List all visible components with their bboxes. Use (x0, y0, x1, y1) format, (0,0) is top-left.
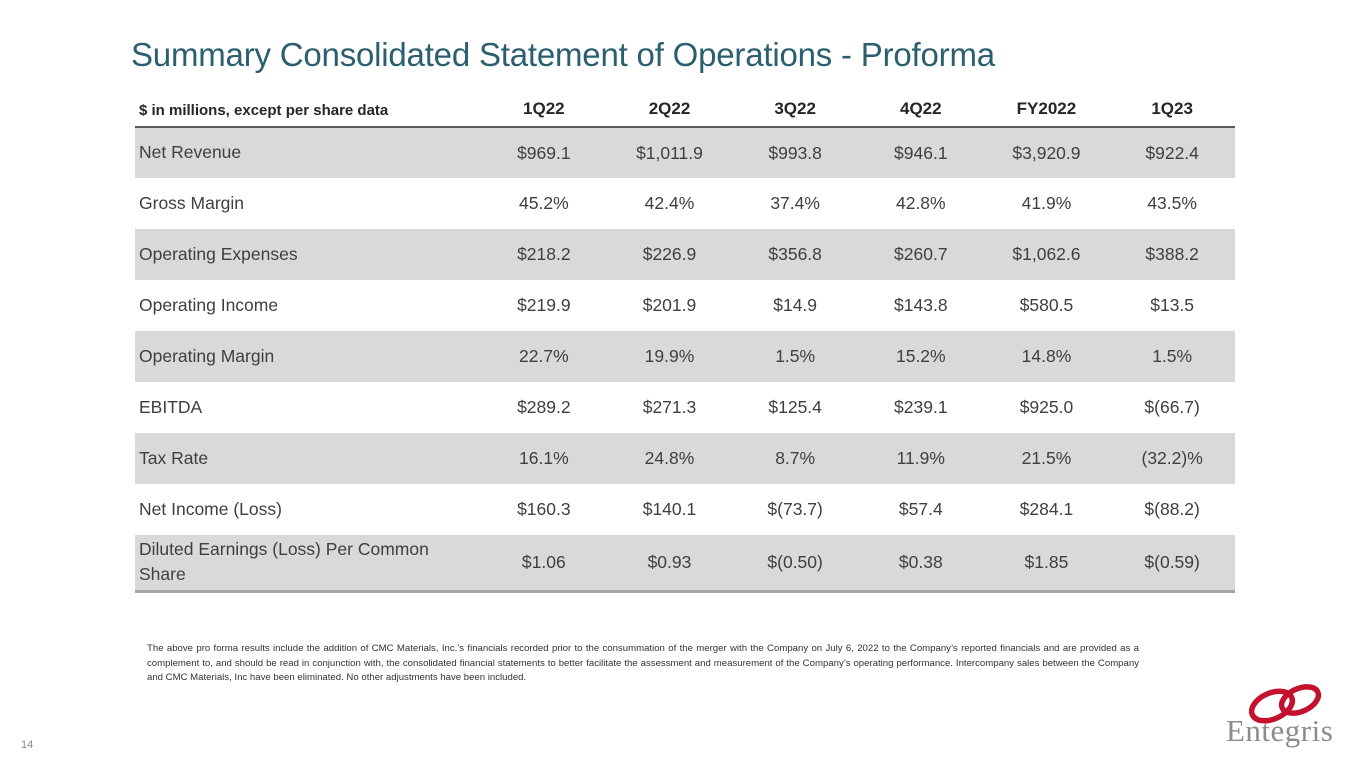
table-column-header: 1Q23 (1109, 99, 1235, 128)
table-units-label: $ in millions, except per share data (135, 99, 481, 128)
row-value: 19.9% (644, 346, 695, 366)
row-value: $388.2 (1145, 244, 1199, 264)
row-label: Tax Rate (139, 447, 209, 468)
row-label: Gross Margin (139, 192, 245, 213)
row-value: $160.3 (517, 499, 571, 519)
row-value: 16.1% (519, 448, 569, 468)
page-title: Summary Consolidated Statement of Operat… (131, 36, 995, 73)
row-value: $946.1 (894, 142, 948, 163)
row-value: $(73.7) (767, 499, 823, 519)
row-value: 1.5% (1152, 346, 1193, 366)
table-column-header: 4Q22 (857, 99, 984, 128)
row-value: 1.5% (775, 346, 816, 366)
row-value: $0.38 (898, 551, 943, 572)
proforma-footnote: The above pro forma results include the … (147, 643, 1139, 684)
row-value: $1,062.6 (1012, 244, 1081, 264)
row-value: $140.1 (642, 499, 697, 519)
table-column-header: 3Q22 (732, 99, 858, 128)
row-value: $289.2 (517, 397, 571, 417)
row-value: 43.5% (1147, 193, 1197, 213)
table-row: Tax Rate 16.1% 24.8% 8.7% 11.9% 21.5% (32.2)% (135, 433, 1235, 484)
row-value: $580.5 (1019, 295, 1074, 315)
row-value: $0.93 (647, 551, 692, 572)
row-value: $239.1 (894, 397, 948, 417)
row-value: $14.9 (773, 295, 818, 315)
table-row: EBITDA $289.2 $271.3 $125.4 $239.1 $925.0 $(66… (135, 382, 1235, 433)
row-value: 42.4% (644, 193, 695, 213)
row-value: 22.7% (519, 346, 569, 366)
row-value: $922.4 (1145, 142, 1199, 163)
row-label: Diluted Earnings (Loss) Per Common Share (139, 538, 429, 585)
table-row: Operating Expenses $218.2 $226.9 $356.8 $260… (135, 229, 1235, 280)
row-label: Operating Income (139, 294, 279, 315)
table-header-row: $ in millions, except per share data 1Q2… (135, 99, 1235, 128)
row-value: $969.1 (517, 142, 571, 163)
row-value: $3,920.9 (1012, 142, 1081, 163)
row-label: EBITDA (139, 396, 203, 417)
row-value: $356.8 (768, 244, 822, 264)
table-row: Diluted Earnings (Loss) Per Common Share… (135, 535, 1235, 591)
row-value: $993.8 (768, 142, 822, 163)
table-row: Operating Margin 22.7% 19.9% 1.5% 15.2% 14.8%… (135, 331, 1235, 382)
row-value: 21.5% (1021, 448, 1072, 468)
row-value: $13.5 (1150, 295, 1195, 315)
row-value: $260.7 (894, 244, 948, 264)
financial-table: $ in millions, except per share data 1Q2… (135, 99, 1235, 593)
row-value: $201.9 (642, 295, 697, 315)
row-value: 37.4% (770, 193, 820, 213)
row-value: 8.7% (775, 448, 816, 468)
row-value: $925.0 (1019, 397, 1074, 417)
row-value: $1,011.9 (636, 142, 703, 163)
row-value: $(66.7) (1144, 397, 1200, 417)
row-value: (32.2)% (1141, 448, 1203, 468)
row-value: $1.06 (521, 551, 566, 572)
entegris-rings-icon (1248, 684, 1322, 724)
row-value: 42.8% (895, 193, 946, 213)
row-value: $(0.50) (767, 551, 823, 572)
row-value: $219.9 (517, 295, 571, 315)
row-value: 41.9% (1021, 193, 1072, 213)
table-column-header: 2Q22 (606, 99, 733, 128)
row-value: 15.2% (895, 346, 946, 366)
page-number: 14 (21, 739, 34, 751)
table-column-header: FY2022 (983, 99, 1110, 128)
table-body: Net Revenue $969.1 $1,011.9 $993.8 $946.1 $3,… (135, 127, 1235, 591)
table-row: Operating Income $219.9 $201.9 $14.9 $143.8 $… (135, 280, 1235, 331)
row-label: Operating Margin (139, 345, 275, 366)
row-value: $143.8 (894, 295, 948, 315)
table-row: Net Income (Loss) $160.3 $140.1 $(73.7) $57.… (135, 484, 1235, 535)
row-label: Net Income (Loss) (139, 498, 282, 519)
entegris-logo: Entegris (1226, 683, 1348, 749)
table-header: $ in millions, except per share data 1Q2… (135, 99, 1235, 128)
row-label: Net Revenue (139, 142, 242, 163)
row-value: $(0.59) (1144, 551, 1200, 572)
table-row: Gross Margin 45.2% 42.4% 37.4% 42.8% 41.9% 43.… (135, 178, 1235, 229)
row-value: $125.4 (768, 397, 822, 417)
row-value: $271.3 (642, 397, 697, 417)
row-value: $226.9 (642, 244, 697, 264)
row-label: Operating Expenses (139, 243, 298, 264)
row-value: $284.1 (1019, 499, 1074, 519)
row-value: $(88.2) (1144, 499, 1200, 519)
row-value: $57.4 (898, 499, 943, 519)
entegris-logo-text: Entegris (1226, 713, 1334, 748)
row-value: 45.2% (519, 193, 569, 213)
row-value: 24.8% (644, 448, 695, 468)
table-column-header: 1Q22 (481, 99, 607, 128)
row-value: $1.85 (1024, 551, 1069, 572)
row-value: 11.9% (896, 448, 945, 468)
row-value: $218.2 (517, 244, 571, 264)
row-value: 14.8% (1021, 346, 1072, 366)
table-row: Net Revenue $969.1 $1,011.9 $993.8 $946.1 $3,… (135, 127, 1235, 178)
